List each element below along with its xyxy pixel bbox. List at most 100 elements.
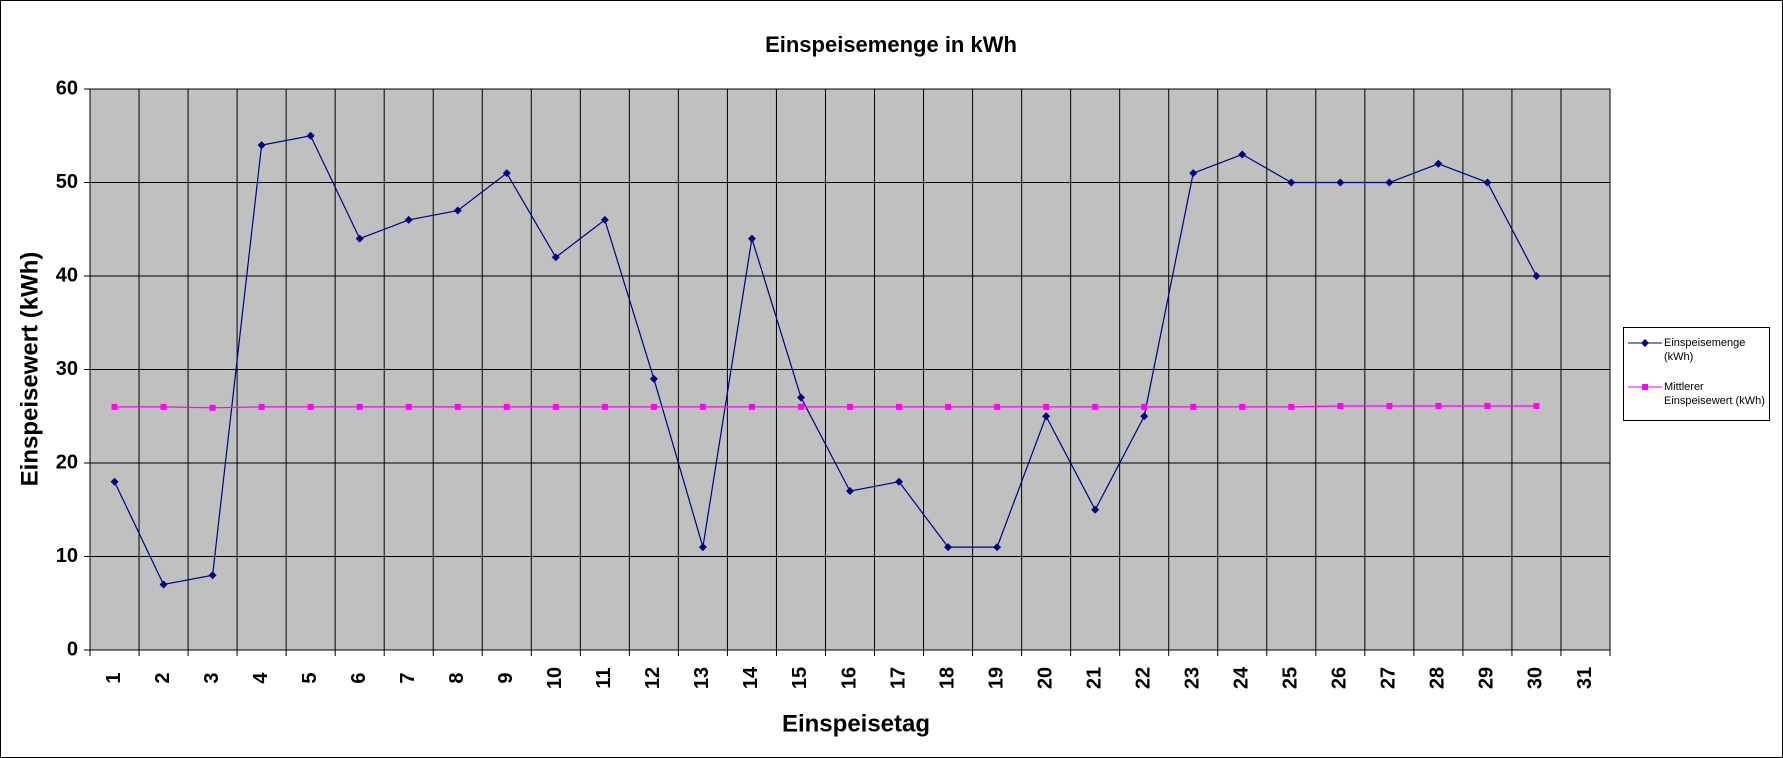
data-point — [209, 404, 216, 411]
data-point — [1533, 402, 1540, 409]
x-tick-label: 31 — [1574, 667, 1596, 689]
data-point — [110, 477, 119, 486]
data-point — [896, 403, 903, 410]
y-tick-label: 10 — [56, 545, 78, 567]
data-point — [698, 543, 707, 552]
data-point — [994, 403, 1001, 410]
x-tick-label: 23 — [1182, 667, 1204, 689]
x-tick-label: 20 — [1034, 667, 1056, 689]
data-point — [1043, 403, 1050, 410]
x-tick-label: 17 — [887, 667, 909, 689]
data-point — [1434, 159, 1443, 168]
x-tick-label: 6 — [348, 672, 370, 683]
x-tick-label: 5 — [299, 672, 321, 683]
data-point — [699, 403, 706, 410]
data-point — [1337, 402, 1344, 409]
x-tick-label: 9 — [495, 672, 517, 683]
data-point — [601, 403, 608, 410]
data-point — [993, 543, 1002, 552]
legend-marker — [1641, 339, 1649, 347]
x-tick-label: 15 — [789, 667, 811, 689]
chart-title: Einspeisemenge in kWh — [765, 32, 1017, 57]
data-point — [1386, 402, 1393, 409]
x-tick-label: 30 — [1525, 667, 1547, 689]
data-point — [355, 234, 364, 243]
legend-marker — [1642, 384, 1648, 390]
legend: Einspeisemenge (kWh) Mittlerer Einspeisew… — [1623, 327, 1770, 421]
data-point — [208, 571, 217, 580]
legend-label: Mittlerer Einspeisewert (kWh) — [1664, 381, 1765, 407]
data-point — [257, 141, 266, 150]
x-tick-label: 3 — [201, 672, 223, 683]
data-point — [796, 393, 805, 402]
data-point — [649, 374, 658, 383]
data-point — [1435, 402, 1442, 409]
data-point — [454, 403, 461, 410]
x-tick-label: 18 — [936, 667, 958, 689]
x-tick-label: 1 — [103, 672, 125, 683]
x-tick-label: 16 — [838, 667, 860, 689]
data-point — [1532, 272, 1541, 280]
x-tick-label: 26 — [1329, 667, 1351, 689]
y-tick-label: 50 — [56, 171, 78, 193]
data-point — [551, 253, 560, 262]
data-point — [1239, 403, 1246, 410]
data-point — [111, 403, 118, 410]
x-tick-label: 25 — [1280, 667, 1302, 689]
y-tick-label: 20 — [56, 451, 78, 473]
data-point — [1189, 169, 1198, 178]
x-tick-label: 29 — [1476, 667, 1498, 689]
data-point — [453, 206, 462, 215]
x-tick-label: 14 — [740, 666, 762, 689]
data-point — [356, 403, 363, 410]
x-tick-label: 12 — [642, 667, 664, 689]
data-point — [1484, 402, 1491, 409]
data-point — [1140, 412, 1149, 421]
y-axis-label: Einspeisewert (kWh) — [16, 252, 43, 487]
x-tick-label: 24 — [1231, 666, 1253, 689]
data-point — [1092, 403, 1099, 410]
series-line — [114, 405, 1537, 409]
data-point — [600, 215, 609, 224]
data-point — [1385, 178, 1394, 187]
data-point — [1288, 403, 1295, 410]
data-point — [159, 580, 168, 589]
data-point — [895, 477, 904, 486]
data-point — [405, 403, 412, 410]
y-tick-label: 30 — [56, 358, 78, 380]
x-tick-label: 11 — [593, 667, 615, 688]
data-point — [1287, 178, 1296, 187]
data-point — [1190, 403, 1197, 410]
data-point — [306, 131, 315, 140]
x-tick-label: 13 — [691, 667, 713, 689]
x-tick-label: 28 — [1427, 667, 1449, 689]
data-point — [502, 169, 511, 178]
x-tick-label: 8 — [446, 672, 468, 683]
data-point — [797, 403, 804, 410]
data-point — [1336, 178, 1345, 187]
legend-symbol — [1628, 339, 1662, 347]
series-line — [113, 135, 1538, 586]
legend-label: Einspeisemenge (kWh) — [1664, 337, 1746, 363]
x-tick-label: 10 — [544, 667, 566, 689]
y-tick-label: 60 — [56, 77, 78, 99]
x-tick-label: 4 — [250, 672, 272, 684]
x-tick-label: 22 — [1132, 667, 1154, 689]
y-tick-label: 0 — [67, 638, 78, 660]
data-point — [944, 543, 953, 552]
data-point — [748, 403, 755, 410]
data-point — [1091, 505, 1100, 514]
data-point — [503, 403, 510, 410]
x-tick-label: 19 — [985, 667, 1007, 689]
data-point — [1238, 150, 1247, 159]
data-point — [846, 487, 854, 496]
data-point — [747, 234, 756, 243]
x-tick-label: 2 — [152, 672, 174, 683]
x-tick-label: 27 — [1378, 667, 1400, 689]
data-point — [1483, 178, 1492, 187]
x-axis-label: Einspeisetag — [782, 710, 930, 737]
x-tick-label: 7 — [397, 672, 419, 683]
y-tick-label: 40 — [56, 264, 78, 286]
data-point — [258, 403, 265, 410]
